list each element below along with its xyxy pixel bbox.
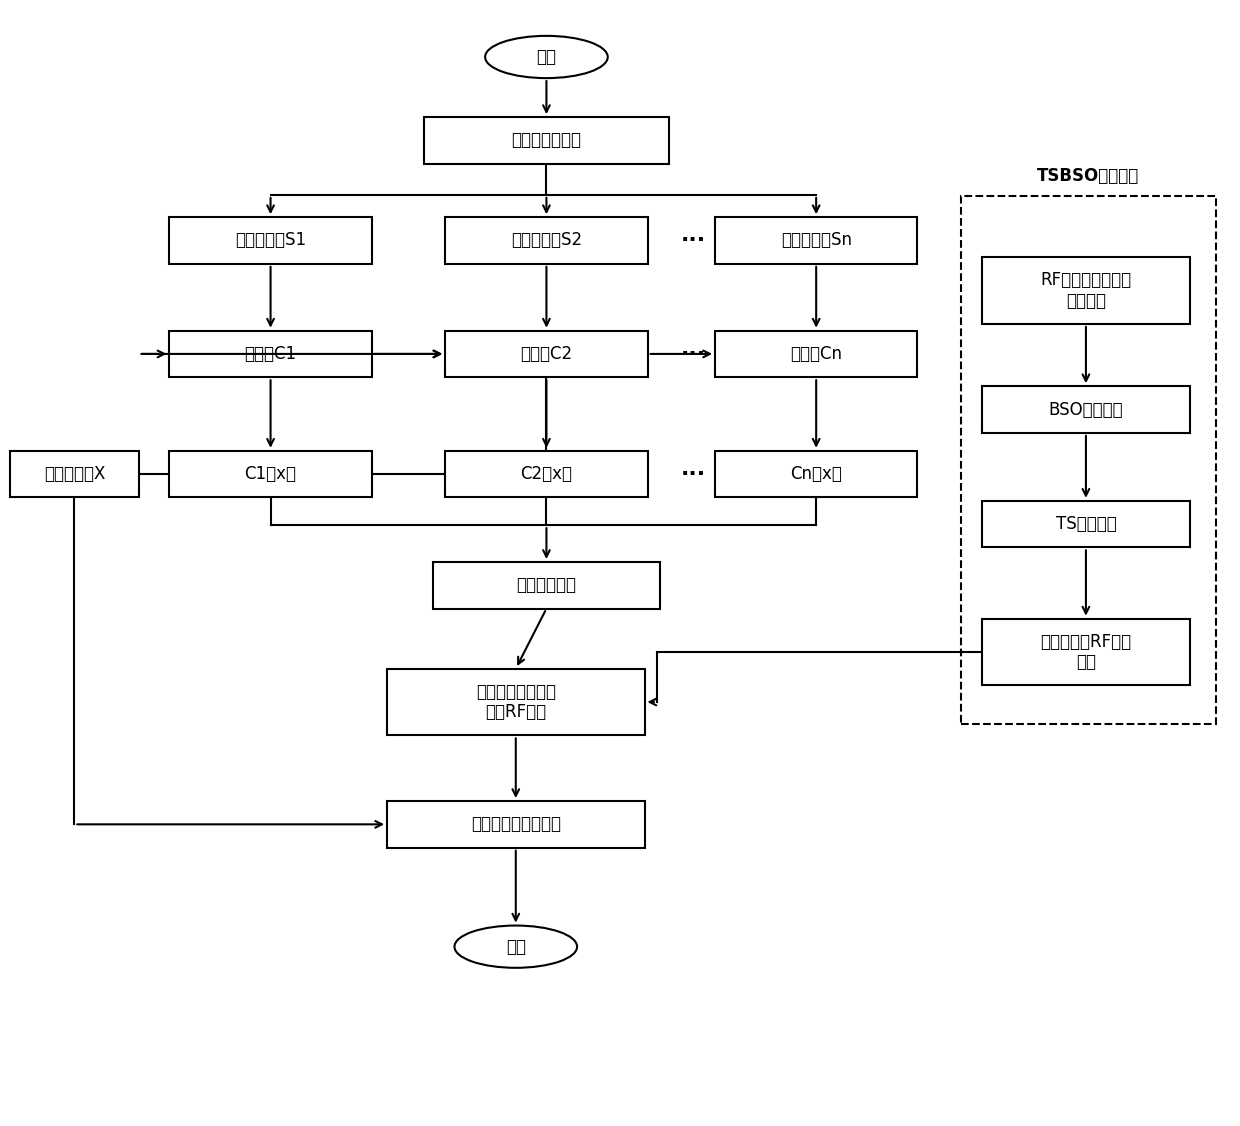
Text: C2（x）: C2（x） [521, 465, 573, 483]
Text: 决策数Cn: 决策数Cn [790, 345, 842, 363]
Text: 利用最优参数建立
最优RF模型: 利用最优参数建立 最优RF模型 [476, 682, 556, 722]
FancyBboxPatch shape [715, 331, 918, 377]
FancyBboxPatch shape [715, 450, 918, 498]
FancyBboxPatch shape [170, 331, 372, 377]
FancyBboxPatch shape [170, 217, 372, 263]
Text: Cn（x）: Cn（x） [790, 465, 842, 483]
Text: TSBSO优化算法: TSBSO优化算法 [1037, 167, 1140, 185]
FancyBboxPatch shape [10, 450, 139, 498]
FancyBboxPatch shape [982, 618, 1190, 686]
FancyBboxPatch shape [170, 450, 372, 498]
Ellipse shape [455, 926, 577, 968]
FancyBboxPatch shape [424, 117, 670, 163]
Text: 测试集样本X: 测试集样本X [43, 465, 105, 483]
Text: BSO优化算法: BSO优化算法 [1049, 401, 1123, 419]
FancyBboxPatch shape [445, 331, 647, 377]
Text: 决策数C1: 决策数C1 [244, 345, 296, 363]
FancyBboxPatch shape [387, 669, 645, 735]
FancyBboxPatch shape [445, 217, 647, 263]
Text: 决策数C2: 决策数C2 [521, 345, 573, 363]
FancyBboxPatch shape [715, 217, 918, 263]
Text: ···: ··· [681, 464, 706, 484]
Text: 训练集样本Sn: 训练集样本Sn [781, 232, 852, 250]
Text: TS优化算法: TS优化算法 [1055, 515, 1116, 533]
FancyBboxPatch shape [387, 801, 645, 848]
Text: ···: ··· [681, 231, 706, 250]
Text: 投票选择众数: 投票选择众数 [516, 577, 577, 595]
Text: ···: ··· [681, 343, 706, 364]
Text: RF模型回归结果作
为最优値: RF模型回归结果作 为最优値 [1040, 271, 1131, 310]
Ellipse shape [485, 36, 608, 78]
FancyBboxPatch shape [982, 257, 1190, 324]
Text: 数据归一化处理: 数据归一化处理 [511, 132, 582, 150]
FancyBboxPatch shape [982, 386, 1190, 432]
FancyBboxPatch shape [433, 562, 660, 608]
Text: 使用该模型进行预测: 使用该模型进行预测 [471, 815, 560, 833]
Text: 结束: 结束 [506, 938, 526, 956]
Text: 训练集样本S2: 训练集样本S2 [511, 232, 582, 250]
Text: 开始: 开始 [537, 48, 557, 66]
Text: 训练集样本S1: 训练集样本S1 [236, 232, 306, 250]
Text: 最优解调整RF模型
参数: 最优解调整RF模型 参数 [1040, 633, 1131, 671]
Text: C1（x）: C1（x） [244, 465, 296, 483]
FancyBboxPatch shape [982, 501, 1190, 547]
FancyBboxPatch shape [445, 450, 647, 498]
